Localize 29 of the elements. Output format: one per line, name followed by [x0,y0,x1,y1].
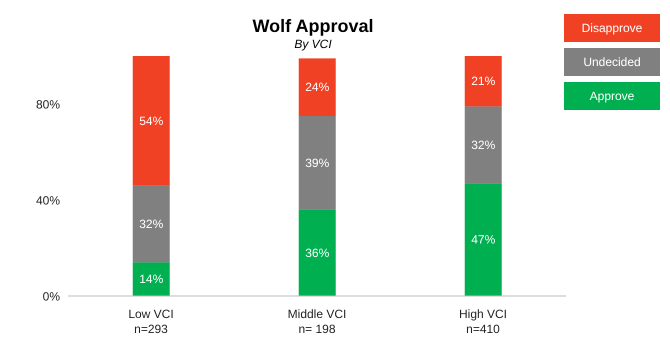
y-tick-label: 0% [42,289,60,304]
bar [132,56,170,186]
bar [298,58,336,116]
text: Undecided [583,55,641,69]
bar [464,56,502,106]
data-label: 54% [139,114,164,128]
bar [298,210,336,296]
data-label: 24% [305,80,330,94]
text: Disapprove [582,21,642,35]
bar [464,106,502,184]
bar [464,183,502,296]
y-tick-label: 40% [36,193,60,208]
bar [132,262,170,296]
text: Approve [590,89,634,103]
data-label: 39% [305,156,330,170]
chart-title: Wolf Approval [252,16,374,36]
chart-subtitle: By VCI [293,37,333,51]
data-label: 32% [471,138,496,152]
data-label: 21% [471,74,496,88]
x-tick-label: Middle VCI n= 198 [288,307,346,336]
data-label: 36% [305,246,330,260]
x-tick-label: High VCI n=410 [458,307,508,336]
data-label: 14% [139,272,164,286]
data-label: 47% [471,232,496,247]
x-tick-label: Low VCI n=293 [128,307,174,336]
bar [132,186,170,262]
y-tick-label: 80% [36,97,60,112]
bar [298,116,336,210]
data-label: 32% [139,217,164,231]
